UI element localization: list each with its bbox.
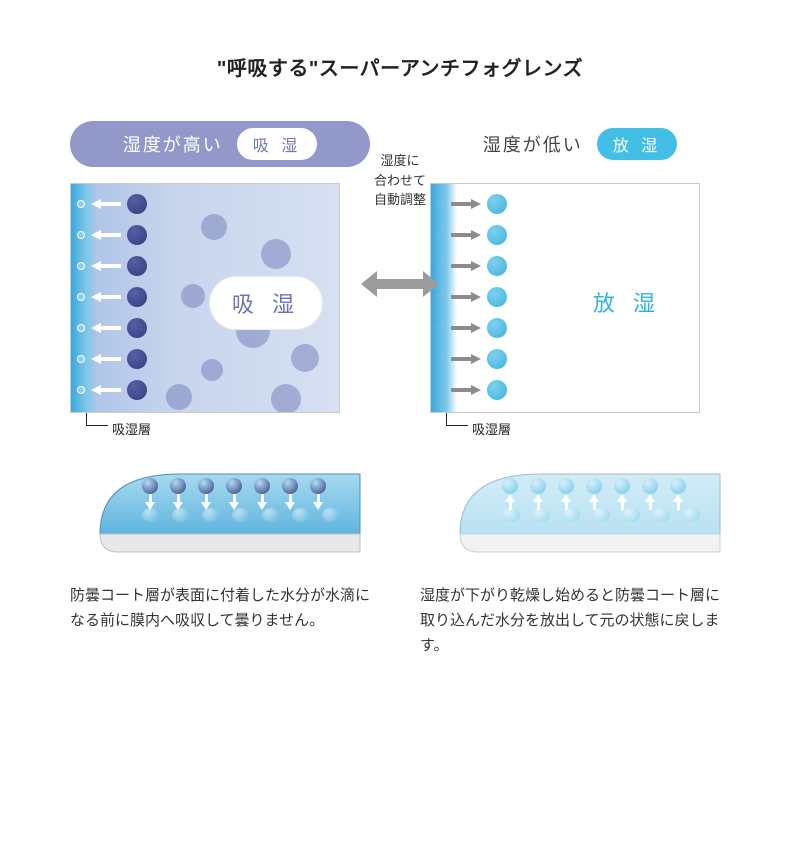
pill-text: 湿度が低い xyxy=(483,131,583,157)
pill-chip: 放 湿 xyxy=(597,128,677,160)
columns: 湿度が高い 吸 湿 吸 湿 xyxy=(0,121,800,438)
panel-label: 放 湿 xyxy=(571,276,683,328)
col-right: 湿度が低い 放 湿 放 湿 吸湿層 xyxy=(430,121,730,438)
bidirectional-arrow xyxy=(365,271,435,297)
panel-release: 放 湿 xyxy=(430,183,700,413)
desc-row: 防曇コート層が表面に付着した水分が水滴になる前に膜内へ吸収して曇りません。 湿度… xyxy=(0,584,800,658)
lens-right xyxy=(430,464,730,564)
pill-chip: 吸 湿 xyxy=(237,128,317,160)
pill-low-humidity: 湿度が低い 放 湿 xyxy=(430,121,730,167)
pill-high-humidity: 湿度が高い 吸 湿 xyxy=(70,121,370,167)
lens-row xyxy=(0,464,800,564)
desc-left: 防曇コート層が表面に付着した水分が水滴になる前に膜内へ吸収して曇りません。 xyxy=(70,584,380,658)
lens-left xyxy=(70,464,370,564)
layer-label-right: 吸湿層 xyxy=(472,419,730,438)
desc-right: 湿度が下がり乾燥し始めると防曇コート層に取り込んだ水分を放出して元の状態に戻しま… xyxy=(420,584,730,658)
panel-absorb: 吸 湿 xyxy=(70,183,340,413)
pill-text: 湿度が高い xyxy=(123,131,223,157)
layer-label-left: 吸湿層 xyxy=(112,419,370,438)
panel-label: 吸 湿 xyxy=(209,276,323,330)
center-text: 湿度に合わせて自動調整 xyxy=(360,151,440,210)
page-title: "呼吸する"スーパーアンチフォグレンズ xyxy=(0,52,800,81)
col-left: 湿度が高い 吸 湿 吸 湿 xyxy=(70,121,370,438)
